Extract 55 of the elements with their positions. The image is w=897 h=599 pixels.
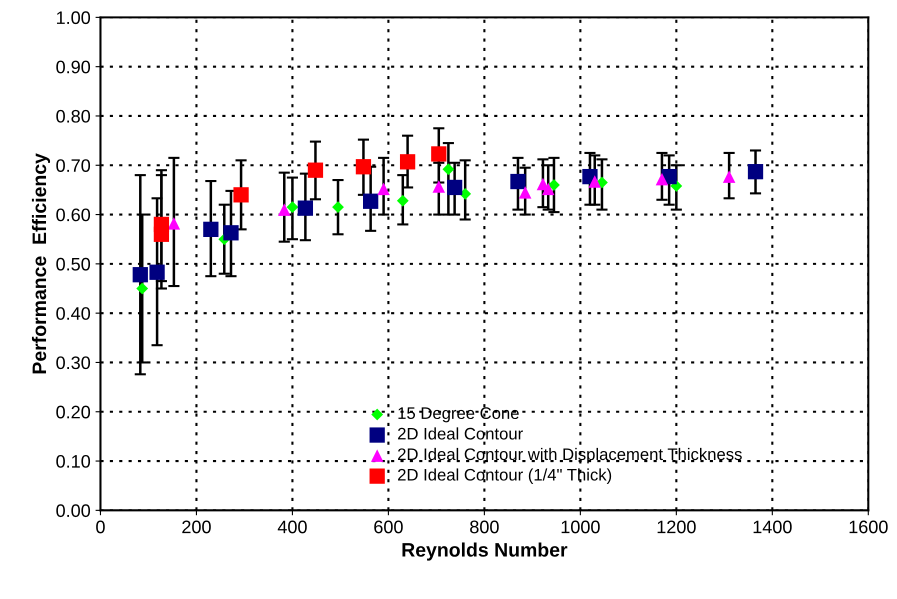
y-tick-label: 0.10 bbox=[56, 454, 90, 468]
point bbox=[722, 170, 736, 183]
point bbox=[432, 180, 446, 193]
y-tick-label: 1.00 bbox=[56, 11, 90, 24]
point bbox=[377, 182, 390, 196]
legend-label: 2D Ideal Contour with Displacement Thickness bbox=[398, 448, 742, 464]
x-tick-label: 1600 bbox=[850, 520, 888, 534]
x-tick-label: 0 bbox=[96, 520, 105, 534]
x-tick-label: 200 bbox=[182, 520, 211, 534]
point bbox=[396, 194, 409, 207]
point bbox=[278, 203, 291, 216]
x-axis-title: Reynolds Number bbox=[402, 542, 568, 561]
point bbox=[149, 264, 165, 280]
point bbox=[446, 180, 462, 196]
point bbox=[442, 163, 454, 176]
legend-label: 2D Ideal Contour bbox=[398, 427, 523, 440]
point bbox=[233, 187, 249, 202]
y-tick-label: 0.40 bbox=[56, 307, 90, 320]
point bbox=[510, 174, 526, 190]
point bbox=[431, 146, 446, 162]
x-tick-label: 400 bbox=[278, 520, 307, 534]
point bbox=[132, 267, 148, 282]
x-tick-label: 600 bbox=[374, 520, 403, 534]
point bbox=[308, 162, 324, 178]
point bbox=[363, 194, 378, 209]
point bbox=[286, 201, 298, 214]
x-tick-label: 1000 bbox=[562, 520, 600, 534]
y-tick-label: 0.00 bbox=[56, 504, 90, 518]
y-tick-label: 0.50 bbox=[56, 258, 90, 271]
point bbox=[656, 172, 668, 186]
y-tick-label: 0.80 bbox=[56, 110, 90, 123]
y-tick-label: 0.20 bbox=[56, 406, 90, 418]
y-tick-label: 0.30 bbox=[56, 356, 90, 370]
point bbox=[154, 226, 170, 242]
y-tick-label: 0.90 bbox=[56, 60, 90, 74]
point bbox=[748, 164, 764, 180]
point bbox=[518, 186, 532, 199]
point bbox=[548, 179, 560, 191]
y-tick-label: 0.70 bbox=[56, 159, 90, 172]
x-tick-label: 1200 bbox=[658, 520, 696, 534]
x-tick-label: 1400 bbox=[754, 520, 792, 534]
y-axis-title: Performance Efficiency bbox=[32, 153, 50, 374]
point bbox=[332, 201, 344, 214]
legend-label: 2D Ideal Contour (1/4" Thick) bbox=[398, 468, 612, 484]
x-tick-label: 800 bbox=[470, 520, 499, 534]
point bbox=[203, 222, 218, 237]
point bbox=[223, 225, 239, 240]
point bbox=[588, 175, 602, 188]
y-tick-label: 0.60 bbox=[56, 208, 90, 222]
point bbox=[136, 282, 148, 294]
point bbox=[356, 159, 372, 174]
point bbox=[168, 217, 180, 230]
point bbox=[400, 154, 416, 170]
point bbox=[542, 182, 554, 196]
point bbox=[298, 200, 314, 216]
